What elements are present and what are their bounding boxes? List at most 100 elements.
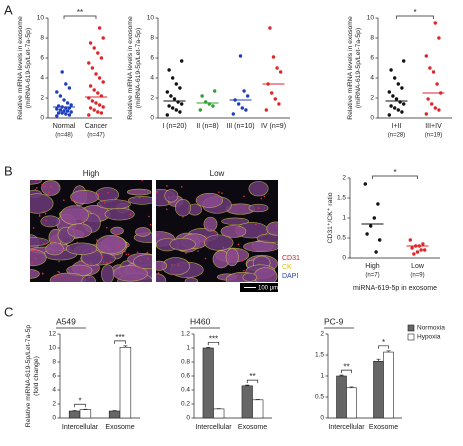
vessel-dot [76, 241, 79, 244]
y-tick-label: 10 [367, 15, 375, 22]
tissue-region [126, 188, 152, 196]
data-point [435, 82, 439, 86]
data-point [55, 114, 59, 118]
vessel-dot [119, 276, 121, 279]
vessel-dot [185, 252, 187, 254]
vessel-dot [81, 234, 84, 237]
vessel-dot [83, 268, 85, 270]
tissue-region [253, 267, 278, 282]
category-note: (n=19) [425, 133, 443, 139]
chart-title: PC-9 [324, 316, 344, 326]
vessel-dot [174, 274, 176, 276]
data-point [67, 113, 72, 117]
vessel-dot [189, 234, 191, 237]
chart-title: H460 [190, 316, 211, 326]
category-label: Exosome [369, 424, 398, 431]
data-point [200, 94, 204, 98]
error-bar [386, 350, 391, 353]
data-point [96, 110, 100, 114]
y-tick-label: 2 [40, 95, 44, 102]
image-title: High [83, 169, 99, 178]
vessel-dot [48, 191, 50, 194]
vessel-dot [232, 223, 235, 226]
bar [119, 346, 132, 419]
vessel-dot [204, 239, 207, 242]
vessel-dot [144, 276, 147, 279]
data-point [169, 94, 173, 98]
y-tick-label: 0.5 [337, 235, 346, 242]
y-tick-label: 1.5 [315, 352, 324, 359]
data-point [180, 59, 184, 63]
tissue-region [266, 221, 278, 236]
vessel-dot [115, 233, 118, 236]
data-point [62, 98, 66, 102]
vessel-dot [61, 275, 63, 277]
significance-bracket [378, 345, 389, 349]
data-point [231, 112, 235, 116]
bar [373, 360, 384, 419]
y-axis-label: (miRNA-619-5p/Let-7a-5p) [135, 28, 142, 108]
data-point [275, 66, 279, 70]
vessel-dot [180, 186, 183, 188]
vessel-dot [81, 267, 83, 270]
data-point [88, 41, 93, 45]
vessel-dot [100, 204, 102, 207]
data-point [431, 70, 436, 74]
y-tick-label: 0 [342, 255, 346, 262]
significance-label: * [413, 8, 416, 17]
vessel-dot [146, 251, 149, 254]
data-point [90, 99, 95, 103]
tissue-region [204, 234, 234, 251]
data-point [393, 76, 397, 80]
data-point [279, 70, 283, 74]
vessel-dot [126, 243, 129, 246]
significance-bracket [114, 340, 126, 344]
vessel-dot [68, 228, 71, 230]
vessel-dot [56, 242, 59, 245]
data-point [101, 36, 105, 40]
vessel-dot [206, 226, 209, 229]
vessel-dot [88, 276, 91, 279]
data-point [94, 101, 98, 105]
vessel-dot [146, 257, 149, 260]
legend-label: Normoxia [417, 325, 445, 332]
vessel-dot [34, 188, 37, 191]
data-point [174, 82, 178, 86]
data-point [87, 61, 91, 65]
y-axis-label: Relative miRNA levels in exosome [347, 16, 354, 120]
vessel-dot [32, 227, 35, 229]
bar [346, 387, 357, 419]
data-point [270, 91, 274, 95]
data-point [55, 107, 59, 111]
y-tick-label: 2 [342, 175, 346, 182]
tissue-region [220, 225, 247, 238]
vessel-dot [241, 259, 244, 262]
data-point [165, 113, 169, 117]
vessel-dot [97, 268, 100, 270]
data-point [424, 54, 428, 58]
vessel-dot [117, 245, 120, 247]
vessel-dot [35, 180, 38, 181]
data-point [99, 56, 104, 60]
significance-label: ** [249, 372, 255, 381]
y-tick-label: 4 [150, 75, 154, 82]
data-point [400, 86, 404, 90]
tissue-region [135, 227, 151, 237]
data-point [171, 76, 175, 80]
y-tick-label: 10 [49, 345, 57, 352]
y-tick-label: 0.6 [181, 373, 190, 380]
vessel-dot [135, 276, 137, 279]
data-point [96, 51, 100, 55]
vessel-dot [62, 249, 64, 251]
data-point [244, 108, 248, 112]
vessel-dot [91, 250, 94, 253]
vessel-dot [116, 276, 119, 279]
data-point [237, 102, 241, 106]
y-axis-label: CD31⁺/CK⁺ ratio [327, 192, 334, 243]
vessel-dot [56, 184, 59, 187]
category-label: Exosome [238, 424, 267, 431]
data-point [415, 250, 420, 254]
vessel-dot [50, 185, 52, 188]
data-point [58, 94, 63, 98]
data-point [246, 94, 250, 98]
